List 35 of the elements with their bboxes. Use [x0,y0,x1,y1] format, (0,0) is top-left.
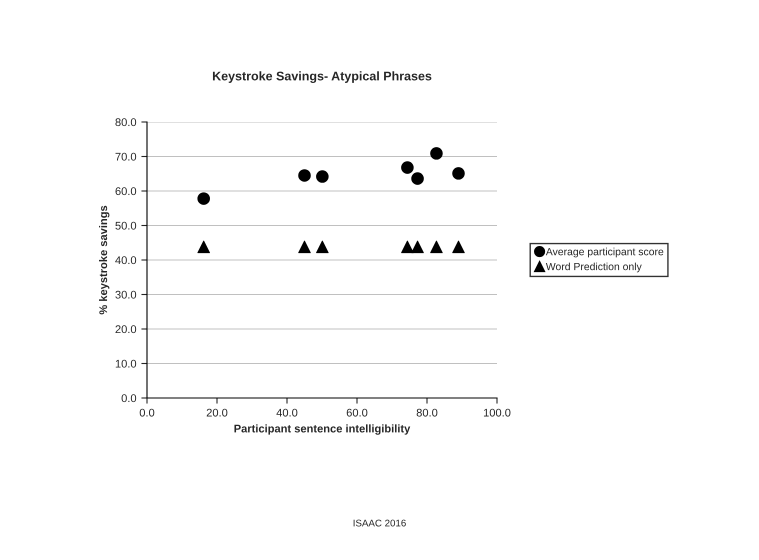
y-tick-label: 50.0 [115,222,136,230]
legend-label: Average participant score [546,248,664,258]
point [452,240,465,254]
x-tick-label: 40.0 [276,408,298,417]
y-tick-label: 80.0 [115,118,136,126]
legend-label: Word Prediction only [546,262,642,272]
point [411,172,424,185]
point [401,240,414,254]
point [452,167,465,180]
y-tick-label: 60.0 [116,187,136,196]
point [197,192,210,205]
text: ISAAC 2016 [354,520,406,526]
y-tick-label: 20.0 [116,325,136,334]
point [316,240,329,254]
x-tick-label: 100.0 [484,408,510,417]
x-tick-label: 0.0 [140,408,154,417]
x-tick-label: 60.0 [346,408,368,417]
point [298,240,311,254]
y-tick-label: 30.0 [115,290,136,299]
point [401,161,414,174]
chart-title: Keystroke Savings- Atypical Phrases [212,71,432,83]
x-tick-label: 80.0 [416,408,438,417]
y-tick-label: 40.0 [115,256,136,264]
y-tick-label: 10.0 [116,360,136,368]
point [298,169,311,182]
point [430,240,443,254]
point [197,240,210,254]
point [430,147,443,160]
x-axis-title: Participant sentence intelligibility [234,424,410,435]
y-tick-label: 70.0 [116,152,136,161]
x-tick-label: 20.0 [206,408,228,417]
point [316,170,329,183]
y-axis-title: % keystroke savings [99,206,110,314]
y-tick-label: 0.0 [122,394,136,402]
point [411,240,424,254]
